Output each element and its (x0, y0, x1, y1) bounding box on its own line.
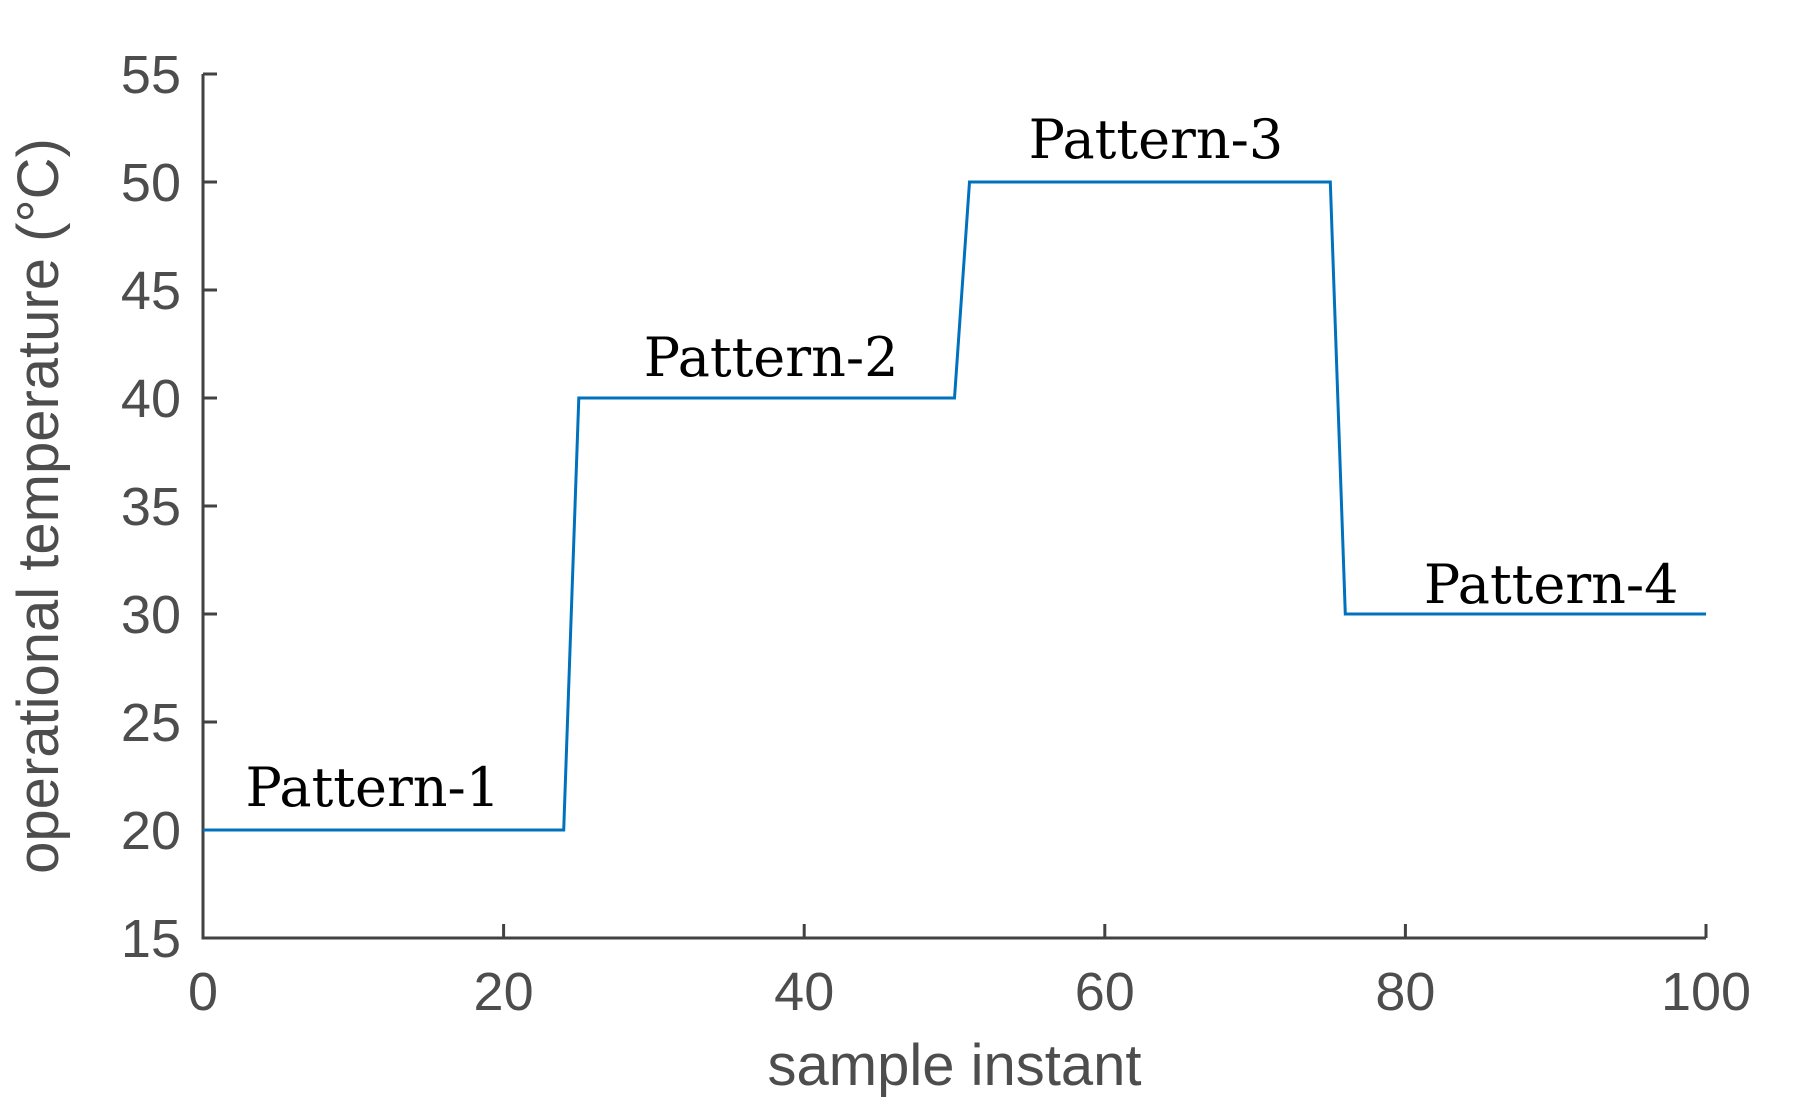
annotation-pattern-1: Pattern-1 (246, 756, 501, 819)
x-tick-label: 0 (188, 962, 218, 1022)
y-tick-label: 20 (121, 801, 181, 861)
y-tick-label: 35 (121, 477, 181, 537)
y-axis-label: operational temperature (°C) (6, 138, 71, 874)
y-tick-label: 15 (121, 909, 181, 969)
y-tick-label: 55 (121, 45, 181, 105)
y-tick-label: 45 (121, 261, 181, 321)
x-tick-label: 40 (774, 962, 834, 1022)
x-tick-label: 20 (474, 962, 534, 1022)
x-tick-label: 100 (1661, 962, 1751, 1022)
annotation-pattern-2: Pattern-2 (644, 326, 899, 389)
y-tick-label: 25 (121, 693, 181, 753)
y-tick-label: 30 (121, 585, 181, 645)
x-tick-label: 60 (1075, 962, 1135, 1022)
annotation-pattern-3: Pattern-3 (1029, 108, 1284, 171)
y-tick-label: 40 (121, 369, 181, 429)
annotation-pattern-4: Pattern-4 (1424, 553, 1679, 616)
y-tick-label: 50 (121, 153, 181, 213)
x-tick-label: 80 (1375, 962, 1435, 1022)
temperature-step-line (203, 180, 1706, 832)
x-axis-label: sample instant (767, 1033, 1142, 1098)
